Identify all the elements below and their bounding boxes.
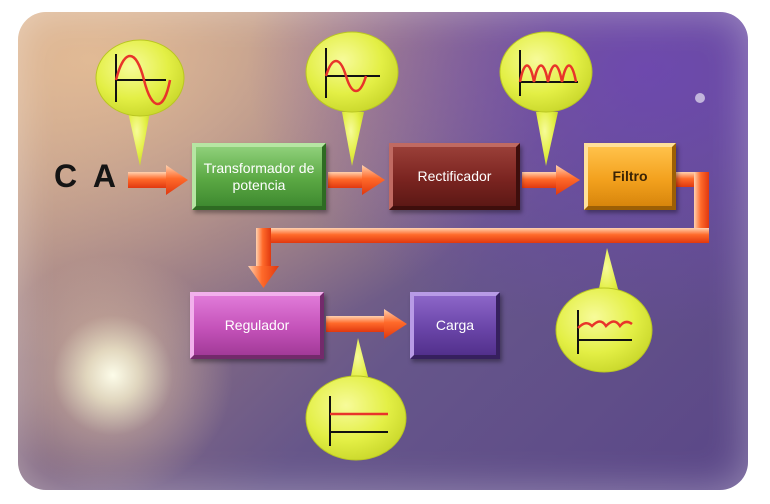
- bubble-ac-sine: [95, 39, 185, 166]
- block-rectificador-label: Rectificador: [417, 168, 492, 184]
- block-transformador-label: Transformador de potencia: [203, 159, 315, 193]
- bubble-reduced-ac: [305, 31, 399, 166]
- block-rectificador: Rectificador: [389, 143, 520, 210]
- block-regulador: Regulador: [190, 292, 324, 359]
- bubble-regulated-dc: [305, 338, 407, 461]
- decorative-dot: [695, 93, 705, 103]
- bubble-filtered: [555, 248, 653, 373]
- block-regulador-label: Regulador: [224, 317, 290, 333]
- arrow-transformer-to-rectifier: [328, 165, 385, 195]
- arrow-input: [128, 165, 188, 195]
- block-transformador: Transformador de potencia: [192, 143, 326, 210]
- arrow-rectifier-to-filter: [522, 165, 580, 195]
- bubble-rectified: [499, 31, 593, 166]
- input-label-ac: C A: [54, 158, 120, 194]
- block-filtro: Filtro: [584, 143, 676, 210]
- block-filtro-label: Filtro: [612, 168, 648, 184]
- block-carga-label: Carga: [435, 317, 475, 333]
- arrow-filter-to-regulator: [248, 172, 709, 288]
- block-carga: Carga: [410, 292, 500, 359]
- arrow-regulator-to-load: [326, 309, 407, 339]
